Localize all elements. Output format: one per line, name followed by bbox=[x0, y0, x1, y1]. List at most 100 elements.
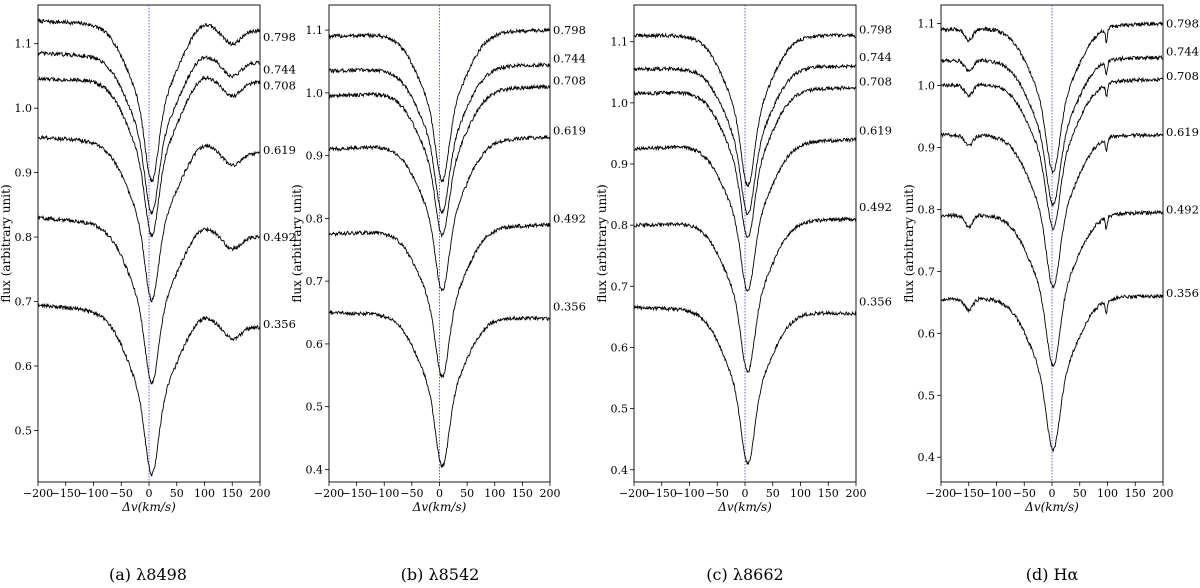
x-tick-label: −200 bbox=[619, 487, 649, 500]
spectrum-line-0.619 bbox=[37, 135, 261, 303]
y-tick-label: 0.9 bbox=[611, 158, 629, 171]
panel-caption: (a) λ8498 bbox=[109, 565, 187, 584]
y-tick-label: 0.6 bbox=[918, 327, 936, 340]
x-tick-label: −50 bbox=[706, 487, 729, 500]
x-tick-label: 150 bbox=[512, 487, 533, 500]
spectrum-line-0.744 bbox=[633, 63, 857, 216]
phase-label: 0.492 bbox=[553, 211, 586, 225]
phase-label: 0.744 bbox=[859, 50, 892, 64]
y-tick-label: 0.7 bbox=[918, 265, 936, 278]
y-tick-label: 0.9 bbox=[918, 141, 936, 154]
x-axis-label: Δv(km/s) bbox=[121, 500, 176, 514]
y-tick-label: 0.6 bbox=[611, 341, 629, 354]
spectrum-line-0.619 bbox=[940, 131, 1164, 289]
x-tick-label: 50 bbox=[460, 487, 474, 500]
y-tick-label: 0.5 bbox=[918, 389, 936, 402]
spectrum-line-0.356 bbox=[940, 293, 1164, 453]
x-tick-label: −200 bbox=[314, 487, 344, 500]
y-tick-label: 0.8 bbox=[15, 231, 33, 244]
spectrum-line-0.798 bbox=[37, 18, 261, 183]
x-tick-label: −150 bbox=[954, 487, 984, 500]
y-axis-label: flux (arbitrary unit) bbox=[290, 184, 304, 302]
x-tick-label: 0 bbox=[146, 487, 153, 500]
x-tick-label: 50 bbox=[1073, 487, 1087, 500]
spectrum-line-0.619 bbox=[633, 137, 857, 292]
x-tick-label: −100 bbox=[369, 487, 399, 500]
spectrum-line-0.356 bbox=[37, 302, 261, 477]
x-tick-label: −150 bbox=[647, 487, 677, 500]
panel-caption: (d) Hα bbox=[1026, 565, 1079, 584]
spectrum-line-0.492 bbox=[633, 216, 857, 374]
phase-label: 0.708 bbox=[859, 74, 892, 88]
y-tick-label: 0.4 bbox=[918, 451, 936, 464]
x-tick-label: −50 bbox=[110, 487, 133, 500]
phase-label: 0.356 bbox=[553, 299, 586, 313]
chart-panel-3: −200−150−100 −50 0 50 100 150 2000.40.50.60.70… bbox=[595, 4, 892, 584]
x-tick-label: 200 bbox=[540, 487, 561, 500]
y-tick-label: 0.9 bbox=[15, 167, 33, 180]
spectrum-line-0.798 bbox=[940, 20, 1164, 175]
x-tick-label: −50 bbox=[400, 487, 423, 500]
y-tick-label: 1.0 bbox=[611, 97, 629, 110]
y-tick-label: 0.5 bbox=[306, 401, 324, 414]
y-tick-label: 1.0 bbox=[306, 87, 324, 100]
x-axis-label: Δv(km/s) bbox=[717, 500, 772, 514]
y-tick-label: 0.6 bbox=[15, 360, 33, 373]
x-tick-label: 0 bbox=[1049, 487, 1056, 500]
y-axis-label: flux (arbitrary unit) bbox=[595, 184, 609, 302]
chart-panel-1: −200−150−100 −50 0 50 100 150 200 0.5 0.6 0.7 0.8 0… bbox=[0, 4, 296, 584]
y-tick-label: 0.7 bbox=[306, 275, 324, 288]
y-tick-label: 0.8 bbox=[611, 219, 629, 232]
x-tick-label: 200 bbox=[846, 487, 867, 500]
phase-label: 0.744 bbox=[263, 62, 296, 76]
phase-label: 0.492 bbox=[859, 200, 892, 214]
phase-label: 0.356 bbox=[1166, 286, 1199, 300]
chart-panel-4: −200−150−100 −50 0 50 100 150 2000.40.50.60.70… bbox=[902, 4, 1199, 584]
y-tick-label: 0.9 bbox=[306, 150, 324, 163]
x-tick-label: −100 bbox=[78, 487, 108, 500]
y-tick-label: 0.8 bbox=[306, 212, 324, 225]
x-tick-label: 150 bbox=[1125, 487, 1146, 500]
y-tick-label: 0.7 bbox=[15, 296, 33, 309]
x-tick-label: 100 bbox=[194, 487, 215, 500]
x-tick-label: 150 bbox=[818, 487, 839, 500]
x-tick-label: 200 bbox=[250, 487, 271, 500]
y-tick-label: 0.5 bbox=[15, 424, 33, 437]
spectrum-line-0.708 bbox=[37, 75, 261, 237]
spectrum-line-0.798 bbox=[328, 27, 551, 183]
phase-label: 0.708 bbox=[553, 73, 586, 87]
y-tick-label: 1.1 bbox=[611, 36, 629, 49]
phase-label: 0.619 bbox=[1166, 125, 1199, 139]
y-tick-label: 0.4 bbox=[611, 464, 629, 477]
spectrum-line-0.744 bbox=[940, 54, 1164, 207]
spectrum-line-0.356 bbox=[633, 304, 857, 466]
phase-label: 0.798 bbox=[553, 23, 586, 37]
spectrum-line-0.619 bbox=[328, 134, 551, 292]
x-tick-label: 150 bbox=[222, 487, 243, 500]
spectrum-line-0.356 bbox=[328, 309, 551, 469]
x-tick-label: −150 bbox=[342, 487, 372, 500]
x-tick-label: 50 bbox=[170, 487, 184, 500]
x-tick-label: −150 bbox=[51, 487, 81, 500]
phase-label: 0.708 bbox=[263, 79, 296, 93]
phase-label: 0.356 bbox=[859, 295, 892, 309]
x-tick-label: −100 bbox=[981, 487, 1011, 500]
phase-label: 0.708 bbox=[1166, 69, 1199, 83]
x-tick-label: −100 bbox=[674, 487, 704, 500]
x-tick-label: 0 bbox=[436, 487, 443, 500]
phase-label: 0.619 bbox=[553, 124, 586, 138]
phase-label: 0.798 bbox=[1166, 17, 1199, 31]
y-tick-label: 1.0 bbox=[15, 102, 33, 115]
y-tick-label: 0.5 bbox=[611, 403, 629, 416]
panel-caption: (c) λ8662 bbox=[706, 565, 783, 584]
spectrum-line-0.798 bbox=[633, 32, 857, 188]
y-tick-label: 1.1 bbox=[306, 24, 324, 37]
y-tick-label: 0.8 bbox=[918, 203, 936, 216]
spectrum-line-0.492 bbox=[37, 214, 261, 385]
x-axis-label: Δv(km/s) bbox=[412, 500, 467, 514]
y-tick-label: 0.7 bbox=[611, 280, 629, 293]
x-tick-label: −200 bbox=[926, 487, 956, 500]
y-tick-label: 0.6 bbox=[306, 338, 324, 351]
y-axis-label: flux (arbitrary unit) bbox=[0, 184, 13, 302]
